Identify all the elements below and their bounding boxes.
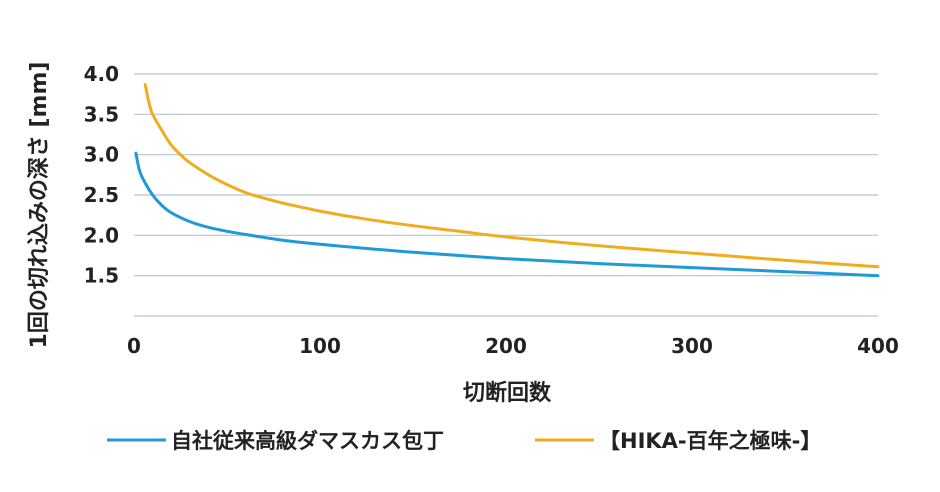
legend-label-1: 自社従来高級ダマスカス包丁: [171, 429, 444, 453]
legend-label-2: 【HIKA-百年之極味-】: [599, 429, 821, 453]
y-tick-label: 3.5: [84, 102, 119, 126]
y-tick-label: 2.5: [84, 183, 119, 207]
y-axis-title: 1回の切れ込みの深さ [mm]: [27, 62, 52, 349]
x-tick-label: 100: [299, 334, 341, 358]
legend: 自社従来高級ダマスカス包丁 【HIKA-百年之極味-】: [107, 429, 821, 453]
y-tick-label: 3.0: [84, 143, 119, 167]
series-line-2: [143, 83, 880, 269]
series-lines: [134, 83, 880, 278]
x-tick-label: 200: [485, 334, 527, 358]
x-tick-label: 400: [857, 334, 899, 358]
x-tick-label: 300: [671, 334, 713, 358]
tick-labels: 1.5 2.0 2.5 3.0 3.5 4.0 0 100 200 300 400: [84, 62, 899, 358]
x-tick-label: 0: [127, 334, 141, 358]
y-tick-label: 1.5: [84, 264, 119, 288]
grid-lines: [134, 73, 878, 317]
y-tick-label: 2.0: [84, 223, 119, 247]
series-line-1: [134, 151, 880, 278]
x-axis-title: 切断回数: [463, 380, 552, 406]
y-tick-label: 4.0: [84, 62, 119, 86]
